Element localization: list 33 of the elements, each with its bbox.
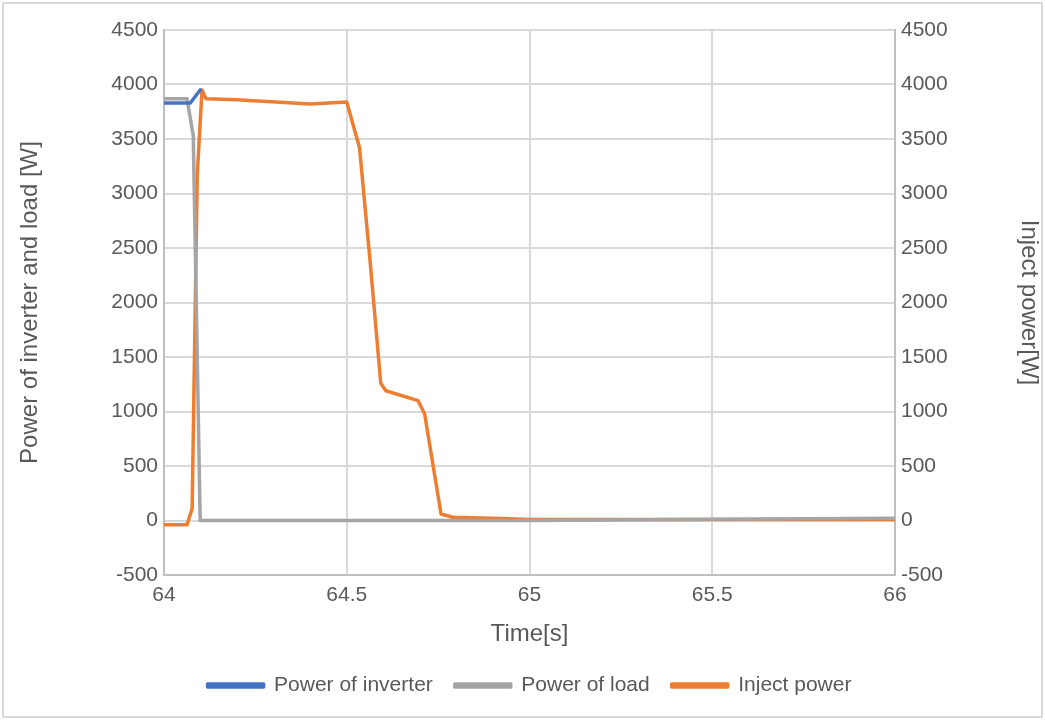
y-tick-label: 0 xyxy=(146,507,158,531)
y-tick-label: 500 xyxy=(122,452,158,476)
legend-label: Inject power xyxy=(738,672,852,696)
y2-tick-label: 1500 xyxy=(901,343,948,367)
y-tick-label: 2000 xyxy=(111,289,158,313)
x-tick-label: 64.5 xyxy=(326,582,368,606)
x-tick-label: 66 xyxy=(883,582,907,606)
y2-tick-label: 0 xyxy=(901,507,913,531)
y-tick-label: 1500 xyxy=(111,343,158,367)
y-tick-label: 3000 xyxy=(111,180,158,204)
x-tick-label: 64 xyxy=(152,582,176,606)
y-tick-label: 4000 xyxy=(111,71,158,95)
y-tick-label: 2500 xyxy=(111,234,158,258)
y-tick-label: 4500 xyxy=(111,16,158,40)
y2-tick-label: 500 xyxy=(901,452,937,476)
y-tick-label: 1000 xyxy=(111,398,158,422)
y2-tick-label: 3500 xyxy=(901,125,948,149)
y2-tick-label: 4000 xyxy=(901,71,948,95)
x-axis-title: Time[s] xyxy=(490,619,569,647)
x-tick-label: 65 xyxy=(517,582,542,606)
legend-label: Power of load xyxy=(521,672,650,696)
y-tick-label: 3500 xyxy=(111,125,158,149)
y2-axis-title: Inject power[W] xyxy=(1016,219,1044,386)
y2-tick-label: 3000 xyxy=(901,180,948,204)
y2-tick-label: 1000 xyxy=(901,398,948,422)
y-tick-label: -500 xyxy=(115,561,158,585)
x-tick-label: 65.5 xyxy=(691,582,733,606)
y2-tick-label: -500 xyxy=(901,561,944,585)
y-axis-title: Power of inverter and load [W] xyxy=(15,141,43,464)
legend-label: Power of inverter xyxy=(274,672,433,696)
y2-tick-label: 2000 xyxy=(901,289,948,313)
y2-tick-label: 2500 xyxy=(901,234,948,258)
y2-tick-label: 4500 xyxy=(901,16,948,40)
